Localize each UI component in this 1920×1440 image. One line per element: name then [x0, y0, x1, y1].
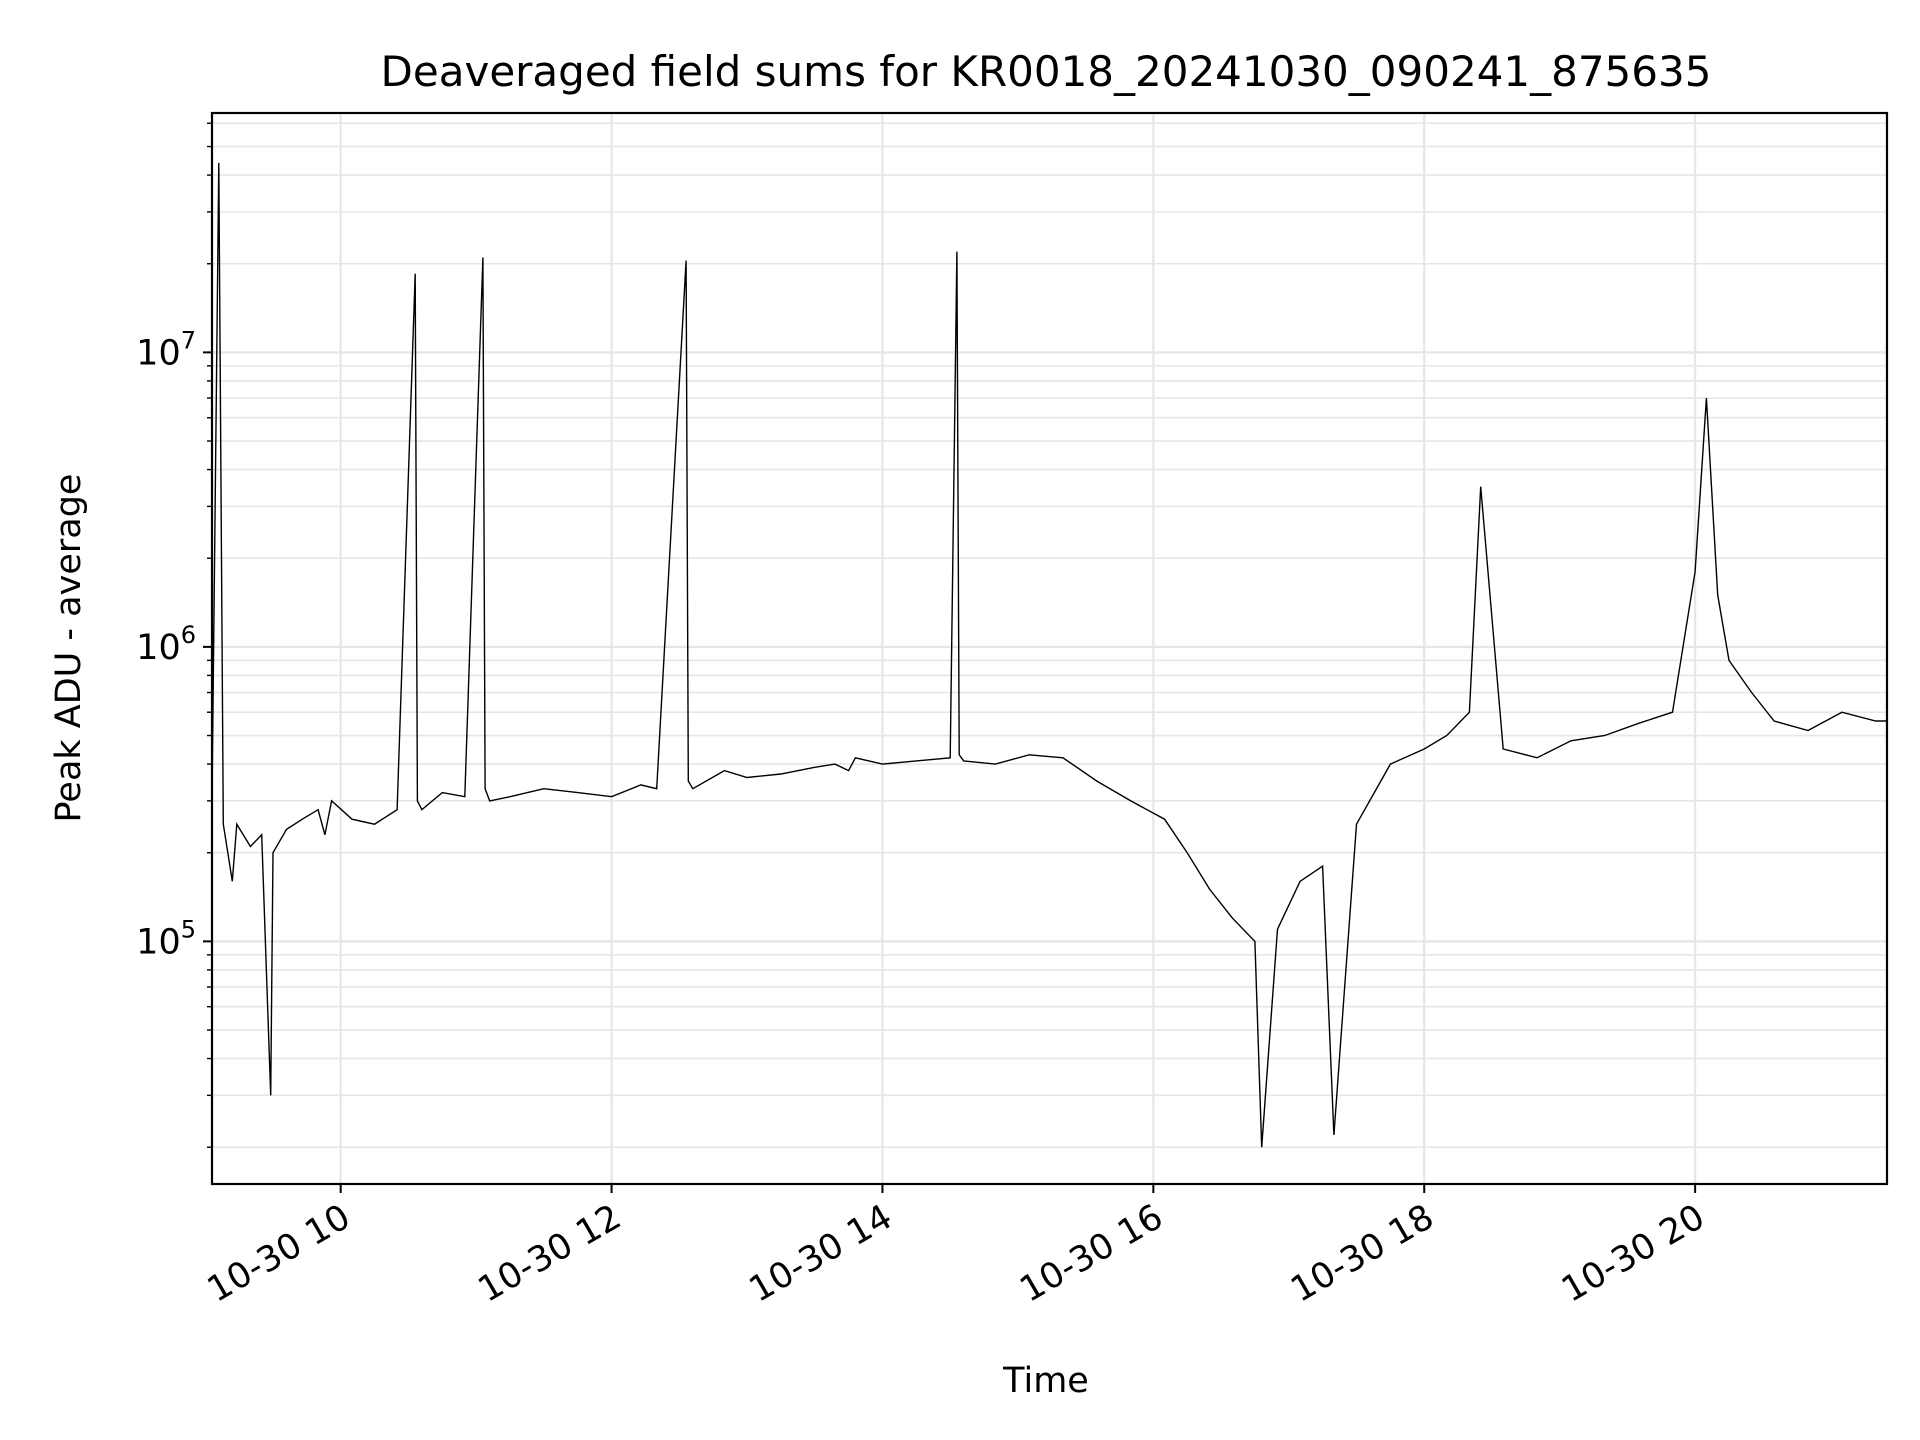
- y-tick-label: 107: [136, 326, 196, 373]
- y-axis-title: Peak ADU - average: [49, 474, 89, 823]
- y-axis: 105 106 107: [136, 122, 212, 1148]
- chart-title: Deaveraged field sums for KR0018_2024103…: [381, 47, 1712, 96]
- plot-frame: [210, 111, 1889, 1186]
- y-tick-label: 105: [136, 915, 196, 962]
- x-axis-title: Time: [1002, 1361, 1089, 1401]
- series-layer: [211, 162, 1887, 1148]
- y-tick-label: 106: [136, 621, 196, 668]
- grid: [212, 113, 1887, 1184]
- series-line: [211, 162, 1887, 1148]
